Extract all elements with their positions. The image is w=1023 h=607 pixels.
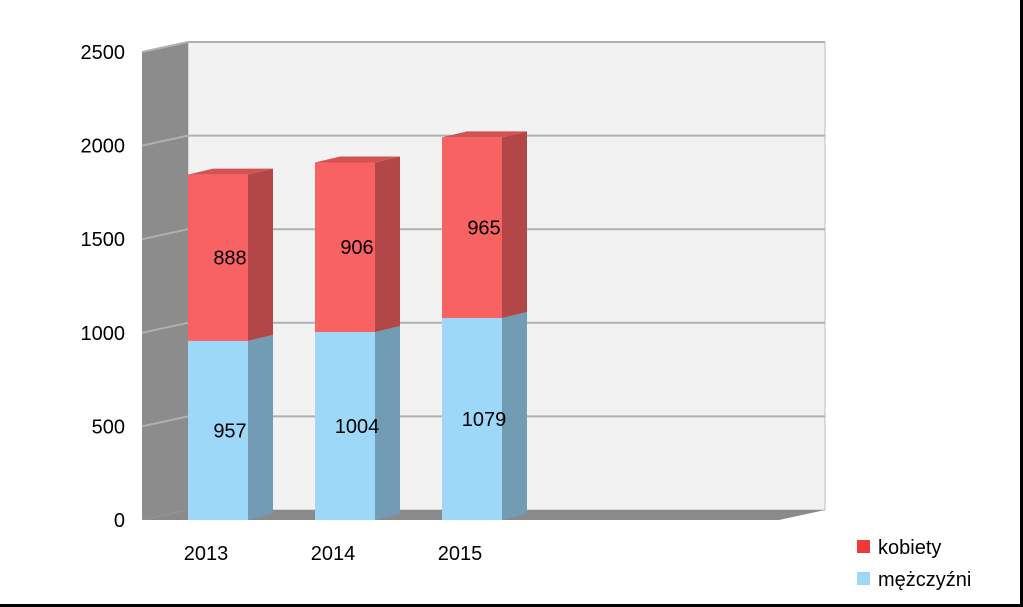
bar-side — [375, 326, 400, 520]
legend-item: mężczyźni — [857, 569, 971, 591]
bar-series: 957 888 1004 906 1079 965 — [188, 131, 527, 520]
y-tick-label: 2500 — [81, 42, 126, 64]
y-tick-label: 0 — [114, 510, 125, 532]
bar-side — [248, 334, 273, 520]
legend-label: mężczyźni — [878, 569, 971, 591]
gridline-side — [141, 228, 189, 241]
bar-side — [502, 312, 527, 520]
data-label: 1004 — [335, 416, 380, 438]
legend-item: kobiety — [857, 537, 941, 559]
data-label: 1079 — [462, 409, 507, 431]
bar-segment: 1079 — [442, 312, 527, 520]
side-wall — [142, 42, 188, 520]
y-tick-label: 1000 — [81, 323, 126, 345]
data-label: 906 — [340, 237, 373, 259]
x-axis: 2013 2014 2015 — [184, 543, 483, 565]
bar-front — [442, 137, 502, 319]
legend-swatch — [857, 572, 870, 585]
y-axis: 0 500 1000 1500 2000 2500 — [81, 42, 126, 532]
bar-top — [315, 156, 400, 163]
x-tick-label: 2015 — [438, 543, 483, 565]
bar-side — [375, 156, 400, 333]
bar-segment: 1004 — [315, 326, 400, 520]
data-label: 957 — [213, 420, 246, 442]
bar-front — [442, 318, 502, 520]
y-tick-label: 2000 — [81, 136, 126, 158]
bar-segment: 906 — [315, 156, 400, 333]
bar-front — [315, 162, 375, 333]
x-tick-label: 2014 — [311, 543, 356, 565]
x-tick-label: 2013 — [184, 543, 229, 565]
y-tick-label: 1500 — [81, 229, 126, 251]
data-label: 965 — [467, 218, 500, 240]
legend: kobiety mężczyźni — [857, 537, 971, 591]
bar-segment: 888 — [188, 168, 273, 341]
bar-segment: 957 — [188, 334, 273, 520]
y-tick-label: 500 — [92, 416, 125, 438]
bar-front — [188, 340, 248, 520]
bar-front — [188, 174, 248, 341]
gridline-side — [141, 321, 189, 334]
gridline-side — [141, 134, 189, 147]
gridline-side — [141, 41, 189, 53]
bar-front — [315, 332, 375, 520]
bar-side — [502, 131, 527, 319]
bar-side — [248, 168, 273, 341]
legend-label: kobiety — [878, 537, 941, 559]
gridline-side — [141, 415, 189, 428]
bar-top — [188, 168, 273, 175]
bar-top — [442, 131, 527, 138]
legend-swatch — [857, 540, 870, 553]
data-label: 888 — [213, 248, 246, 270]
bar-segment: 965 — [442, 131, 527, 319]
